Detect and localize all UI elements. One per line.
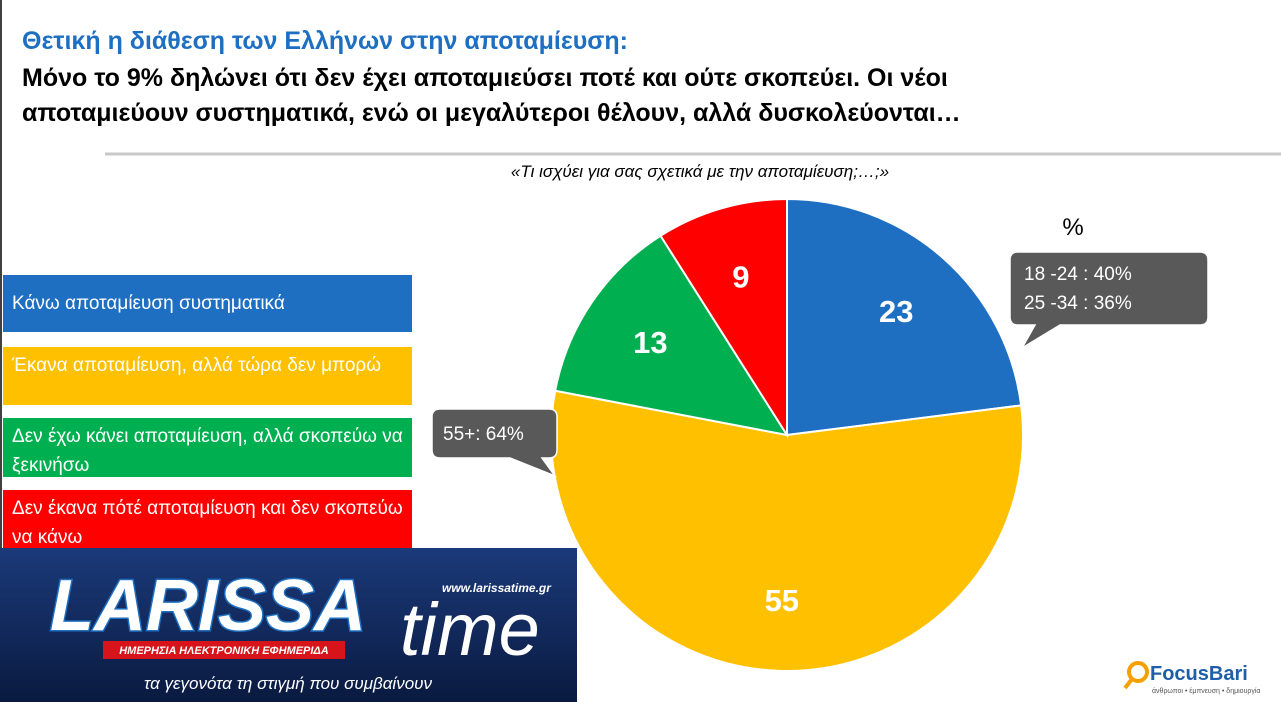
callout: 18 -24 : 40% 25 -34 : 36% bbox=[1009, 251, 1209, 351]
pie-slice bbox=[550, 389, 1024, 672]
source-logo: FocusBari άνθρωποι • έμπνευση • δημιουργ… bbox=[1123, 661, 1260, 695]
logo-url: www.larissatime.gr bbox=[442, 581, 552, 595]
logo-main: LARISSA bbox=[50, 566, 366, 646]
subtitle: αποταμιεύουν συστηματικά, ενώ οι μεγαλύτ… bbox=[22, 99, 961, 127]
logo-strip bbox=[103, 641, 345, 659]
data-label: 9 bbox=[732, 259, 749, 294]
callout-text: 18 -24 : 40% bbox=[1024, 264, 1132, 285]
data-label: 23 bbox=[879, 294, 913, 329]
logo-bg bbox=[0, 548, 577, 702]
logo-tag: ΗΜΕΡΗΣΙΑ ΗΛΕΚΤΡΟΝΙΚΗ ΕΦΗΜΕΡΙΔΑ bbox=[119, 645, 329, 657]
pie-slice bbox=[786, 197, 1023, 437]
subtitle: Μόνο το 9% δηλώνει ότι δεν έχει αποταμιε… bbox=[22, 64, 948, 92]
chart-title: «Τι ισχύει για σας σχετικά με την αποταμ… bbox=[511, 162, 889, 181]
pie: 23 55 13 9 bbox=[550, 197, 1024, 672]
source-name: FocusBari bbox=[1150, 663, 1248, 685]
source-icon bbox=[1123, 677, 1134, 690]
legend-entry: Δεν έχω κάνει αποταμίευση, αλλά σκοπεύω … bbox=[3, 418, 412, 477]
logo-motto: τα γεγονότα τη στιγμή που συμβαίνουν bbox=[144, 674, 433, 693]
pie-slice bbox=[554, 234, 790, 437]
callout-box bbox=[431, 408, 558, 478]
data-label: 13 bbox=[633, 325, 667, 360]
data-label: 55 bbox=[765, 583, 799, 618]
pie-slice bbox=[659, 197, 788, 439]
source-icon bbox=[1127, 661, 1149, 683]
callout-text: 55+: 64% bbox=[443, 424, 524, 445]
callout-box bbox=[1009, 251, 1209, 351]
legend-entry: Κάνω αποταμίευση συστηματικά bbox=[3, 275, 412, 332]
logo-second: time bbox=[400, 588, 540, 671]
legend-entry: Έκανα αποταμίευση, αλλά τώρα δεν μπορώ bbox=[3, 347, 412, 405]
callout-text: 25 -34 : 36% bbox=[1024, 293, 1132, 314]
source-tag: άνθρωποι • έμπνευση • δημιουργία bbox=[1152, 687, 1260, 695]
legend-entry: Δεν έκανα πότέ αποταμίευση και δεν σκοπε… bbox=[3, 490, 412, 548]
title: Θετική η διάθεση των Ελλήνων στην αποταμ… bbox=[22, 27, 628, 55]
logo: LARISSA time www.larissatime.gr ΗΜΕΡΗΣΙΑ… bbox=[0, 548, 577, 702]
callout: 55+: 64% bbox=[431, 408, 558, 478]
unit-label: % bbox=[1062, 214, 1083, 241]
